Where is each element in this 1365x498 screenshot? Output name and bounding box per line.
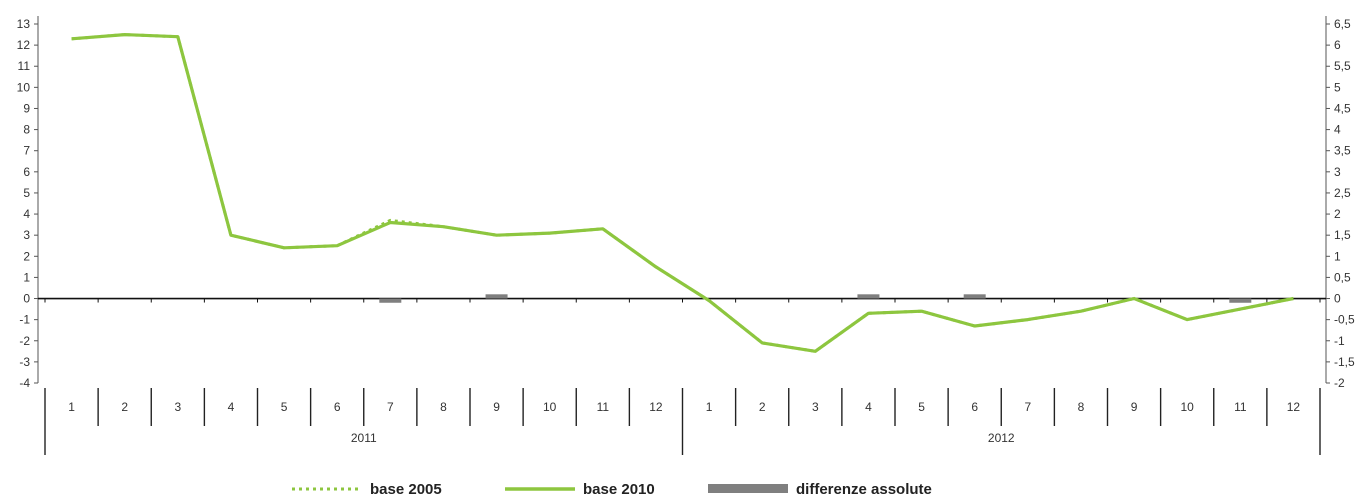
month-label: 9: [493, 400, 500, 414]
difference-bar: [1229, 298, 1252, 303]
legend: base 2005 base 2010 differenze assolute: [292, 481, 932, 498]
month-label: 7: [387, 400, 394, 414]
month-label: 11: [597, 400, 610, 414]
legend-label: base 2010: [583, 481, 655, 498]
left-tick-label: 7: [23, 144, 30, 158]
right-tick-label: 3,5: [1334, 144, 1351, 158]
difference-bar: [379, 298, 402, 303]
right-tick-label: 6,5: [1334, 17, 1351, 31]
month-label: 7: [1024, 400, 1031, 414]
right-tick-label: -1: [1334, 334, 1345, 348]
left-tick-label: -1: [19, 313, 30, 327]
left-tick-label: 8: [23, 123, 30, 137]
right-tick-label: 0,5: [1334, 270, 1351, 284]
series-lines: [71, 32, 1294, 353]
axes: [34, 16, 1330, 384]
month-label: 10: [1181, 400, 1195, 414]
right-tick-label: 6: [1334, 38, 1341, 52]
right-tick-label: -0,5: [1334, 313, 1355, 327]
month-label: 10: [543, 400, 557, 414]
left-tick-label: 11: [18, 59, 31, 73]
month-label: 6: [971, 400, 978, 414]
left-tick-label: 2: [23, 249, 30, 263]
month-label: 3: [174, 400, 181, 414]
difference-bar: [963, 294, 986, 299]
month-label: 1: [706, 400, 713, 414]
legend-swatch-bar: [708, 484, 788, 493]
month-label: 9: [1131, 400, 1138, 414]
month-label: 12: [1287, 400, 1301, 414]
left-tick-label: 4: [23, 207, 30, 221]
month-label: 3: [812, 400, 819, 414]
right-tick-label: 2: [1334, 207, 1341, 221]
left-tick-label: 10: [17, 80, 31, 94]
left-tick-label: 9: [23, 101, 30, 115]
difference-bar: [485, 294, 508, 299]
left-tick-label: -2: [19, 334, 30, 348]
month-label: 11: [1234, 400, 1247, 414]
right-tick-label: 0: [1334, 292, 1341, 306]
month-label: 1: [68, 400, 75, 414]
difference-bars: [379, 294, 1252, 303]
legend-label: differenze assolute: [796, 481, 932, 498]
right-tick-label: 4,5: [1334, 101, 1351, 115]
left-tick-label: 0: [23, 292, 30, 306]
month-label: 5: [281, 400, 288, 414]
right-tick-label: 5: [1334, 80, 1341, 94]
left-tick-label: 3: [23, 228, 30, 242]
month-label: 8: [1078, 400, 1085, 414]
month-label: 2: [121, 400, 128, 414]
year-label: 2012: [988, 431, 1015, 445]
left-tick-label: 5: [23, 186, 30, 200]
left-tick-label: 13: [17, 17, 31, 31]
legend-label: base 2005: [370, 481, 442, 498]
month-label: 4: [228, 400, 235, 414]
right-tick-label: 5,5: [1334, 59, 1351, 73]
left-tick-label: 1: [23, 270, 30, 284]
month-label: 12: [649, 400, 663, 414]
left-tick-label: 12: [17, 38, 31, 52]
year-label: 2011: [351, 431, 377, 445]
right-tick-label: -1,5: [1334, 355, 1355, 369]
right-tick-label: -2: [1334, 376, 1345, 390]
month-label: 2: [759, 400, 766, 414]
left-tick-label: -3: [19, 355, 30, 369]
difference-bar: [857, 294, 880, 299]
left-tick-label: -4: [19, 376, 30, 390]
month-label: 5: [918, 400, 925, 414]
right-axis-ticks: 6,5 6 5,5 5 4,5 4 3,5 3 2,5 2 1,5 1 0,5 0 -0,5 -1 -1,5 -2: [1334, 17, 1355, 390]
right-tick-label: 4: [1334, 123, 1341, 137]
series-line-base-2010: [71, 32, 1294, 353]
right-tick-label: 2,5: [1334, 186, 1351, 200]
month-label: 8: [440, 400, 447, 414]
right-tick-label: 3: [1334, 165, 1341, 179]
right-tick-label: 1,5: [1334, 228, 1351, 242]
right-tick-label: 1: [1334, 249, 1341, 263]
left-tick-label: 6: [23, 165, 30, 179]
month-label: 4: [865, 400, 872, 414]
month-label: 6: [334, 400, 341, 414]
